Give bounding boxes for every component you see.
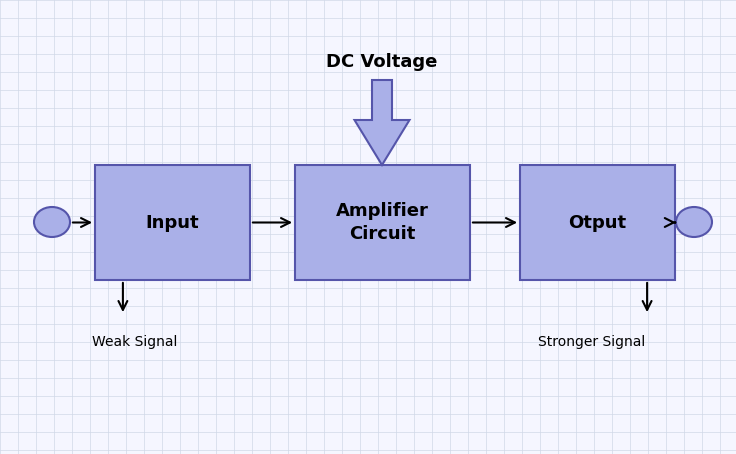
Text: DC Voltage: DC Voltage xyxy=(326,53,438,71)
Polygon shape xyxy=(355,80,409,165)
Text: Stronger Signal: Stronger Signal xyxy=(538,335,645,349)
Text: Amplifier
Circuit: Amplifier Circuit xyxy=(336,202,429,243)
FancyBboxPatch shape xyxy=(95,165,250,280)
Text: Input: Input xyxy=(146,213,199,232)
FancyBboxPatch shape xyxy=(520,165,675,280)
Text: Weak Signal: Weak Signal xyxy=(92,335,177,349)
Ellipse shape xyxy=(676,207,712,237)
Text: Otput: Otput xyxy=(568,213,626,232)
FancyBboxPatch shape xyxy=(295,165,470,280)
Ellipse shape xyxy=(34,207,70,237)
